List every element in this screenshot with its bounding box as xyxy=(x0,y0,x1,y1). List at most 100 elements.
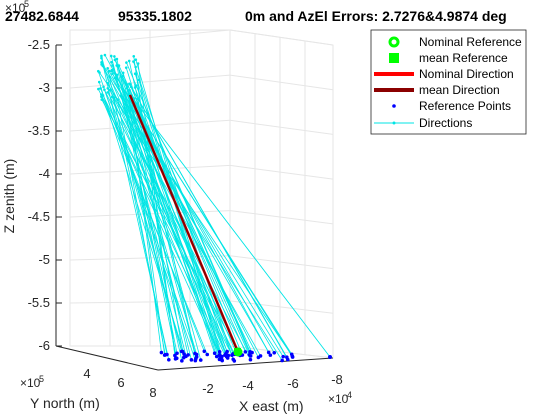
direction-line xyxy=(126,62,251,353)
direction-line xyxy=(130,86,288,358)
legend-label-nominal-direction: Nominal Direction xyxy=(419,67,514,81)
z-gridline-right xyxy=(229,210,334,225)
x-tick-label: -4 xyxy=(242,378,254,393)
reference-point xyxy=(159,350,164,355)
reference-point xyxy=(189,358,194,362)
z-gridline-right xyxy=(229,29,334,46)
direction-tip-marker xyxy=(125,61,128,64)
legend-entry-nominal-reference: Nominal Reference xyxy=(388,35,522,49)
y-tick-label: 6 xyxy=(117,375,124,390)
x-tick-label: -2 xyxy=(202,381,214,396)
reference-point xyxy=(266,350,271,355)
z-axis-label: Z zenith (m) xyxy=(1,159,17,234)
legend-cyan-dot xyxy=(392,121,396,125)
direction-line xyxy=(122,98,178,359)
reference-point xyxy=(174,356,179,361)
y-tick-label: 4 xyxy=(83,366,90,381)
z-tick-label: -5.5 xyxy=(28,295,50,310)
z-gridline-right xyxy=(229,300,334,314)
reference-point xyxy=(290,355,295,359)
reference-point xyxy=(175,351,179,356)
legend-entry-nominal-direction: Nominal Direction xyxy=(374,67,514,81)
title-overlay-2: 95335.1802 xyxy=(118,8,192,24)
z-exponent: ×10 5 xyxy=(5,0,29,15)
direction-line xyxy=(117,99,166,355)
title-overlay-1: 27482.6844 xyxy=(5,8,79,24)
reference-point xyxy=(220,358,224,363)
reference-point xyxy=(193,358,198,363)
direction-line xyxy=(129,90,250,356)
direction-line xyxy=(120,95,220,355)
reference-point xyxy=(243,350,248,354)
direction-tip-marker xyxy=(106,91,109,94)
z-gridline-right xyxy=(229,255,334,270)
z-tick-label: -3.5 xyxy=(28,123,50,138)
legend-entry-directions: Directions xyxy=(374,116,472,130)
direction-tip-marker xyxy=(102,85,105,89)
reference-point xyxy=(212,351,217,356)
direction-tip-marker xyxy=(128,82,131,86)
reference-point xyxy=(248,350,253,355)
z-exponent-power: 5 xyxy=(24,0,29,9)
reference-point xyxy=(179,349,184,354)
reference-point xyxy=(167,358,171,362)
z-gridline-right xyxy=(229,164,334,180)
reference-point xyxy=(232,359,237,363)
x-exponent-base: ×10 xyxy=(328,392,349,406)
mean-direction-line xyxy=(129,94,239,353)
direction-tip-marker xyxy=(127,59,131,63)
legend-label-nominal-reference: Nominal Reference xyxy=(419,35,522,49)
direction-tip-marker xyxy=(115,57,119,61)
direction-tip-marker xyxy=(133,86,137,89)
z-exponent-base: ×10 xyxy=(5,1,26,15)
direction-tip-marker xyxy=(137,78,141,82)
reference-point xyxy=(205,352,210,357)
direction-tip-marker xyxy=(124,66,128,69)
direction-tip-marker xyxy=(132,55,136,58)
z-gridline-right xyxy=(229,119,334,135)
direction-line xyxy=(111,96,222,359)
direction-line xyxy=(138,79,221,352)
reference-point xyxy=(248,357,253,362)
direction-line xyxy=(103,86,198,357)
reference-point xyxy=(272,350,277,355)
legend-circle-marker xyxy=(388,36,400,48)
chart-title: 0m and AzEl Errors: 2.7276&4.9874 deg xyxy=(245,8,507,24)
mean-reference-marker xyxy=(234,348,241,355)
direction-line xyxy=(114,56,216,354)
reference-point xyxy=(280,358,284,363)
legend-label-reference-points: Reference Points xyxy=(419,99,511,113)
direction-tip-marker xyxy=(97,80,101,84)
legend-label-mean-reference: mean Reference xyxy=(419,51,508,65)
directions-series xyxy=(96,53,331,362)
reference-point xyxy=(198,358,203,362)
legend-label-directions: Directions xyxy=(419,116,472,130)
direction-line xyxy=(110,55,187,357)
legend-square-marker xyxy=(389,53,399,63)
direction-tip-marker xyxy=(98,71,101,74)
reference-point xyxy=(163,352,168,357)
y-tick-label: 8 xyxy=(149,385,156,400)
legend[interactable]: Nominal Reference mean Reference Nominal… xyxy=(370,29,527,135)
x-exponent-power: 4 xyxy=(347,390,352,400)
direction-tip-marker xyxy=(100,56,103,60)
z-tick-label: -2.5 xyxy=(28,37,50,52)
direction-line xyxy=(112,65,234,354)
legend-label-mean-direction: mean Direction xyxy=(419,83,500,97)
y-axis-label: Y north (m) xyxy=(30,395,100,411)
legend-entry-mean-reference: mean Reference xyxy=(389,51,508,65)
direction-line xyxy=(101,64,271,356)
direction-tip-marker xyxy=(121,71,125,75)
reference-point xyxy=(214,354,219,359)
nominal-series xyxy=(128,94,243,357)
z-tick-label: -4.5 xyxy=(28,209,50,224)
direction-tip-marker xyxy=(100,61,103,64)
x-tick-label: -6 xyxy=(287,376,299,391)
x-axis-line xyxy=(157,357,334,371)
direction-tip-marker xyxy=(100,98,104,101)
legend-box xyxy=(370,29,527,135)
direction-line xyxy=(127,91,331,358)
direction-line xyxy=(101,57,170,360)
reference-point xyxy=(181,355,186,360)
